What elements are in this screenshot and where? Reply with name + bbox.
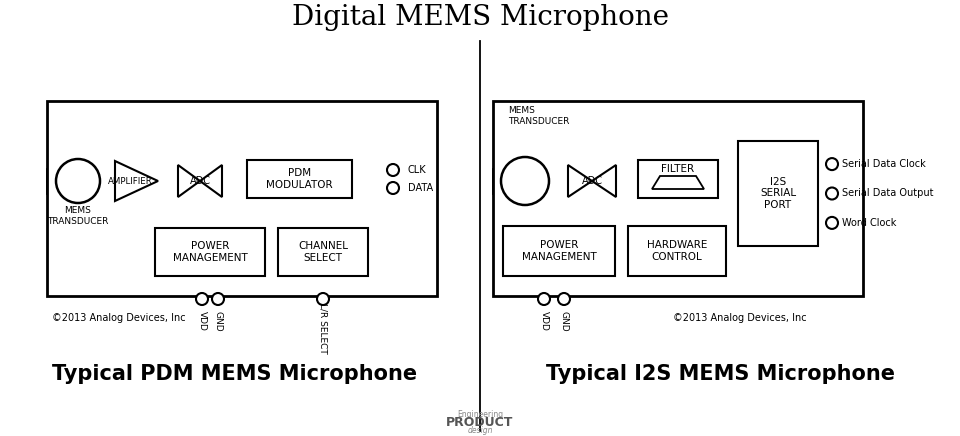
Text: PRODUCT: PRODUCT xyxy=(446,416,514,429)
Bar xyxy=(47,101,437,296)
Circle shape xyxy=(501,157,549,205)
Text: Typical PDM MEMS Microphone: Typical PDM MEMS Microphone xyxy=(53,364,418,384)
Text: L/R SELECT: L/R SELECT xyxy=(319,303,327,353)
Text: FILTER: FILTER xyxy=(661,164,695,174)
Circle shape xyxy=(387,164,399,176)
Bar xyxy=(738,141,818,246)
Circle shape xyxy=(387,182,399,194)
Text: AMPLIFIER: AMPLIFIER xyxy=(108,177,153,185)
Bar xyxy=(628,226,726,276)
Polygon shape xyxy=(652,176,704,189)
Text: Serial Data Clock: Serial Data Clock xyxy=(842,159,925,169)
Text: VDD: VDD xyxy=(198,311,206,331)
Text: HARDWARE
CONTROL: HARDWARE CONTROL xyxy=(647,240,708,262)
Circle shape xyxy=(56,159,100,203)
Circle shape xyxy=(317,293,329,305)
Text: MEMS
TRANSDUCER: MEMS TRANSDUCER xyxy=(47,206,108,226)
Text: design: design xyxy=(468,426,492,435)
Circle shape xyxy=(558,293,570,305)
Polygon shape xyxy=(178,165,222,197)
Text: Digital MEMS Microphone: Digital MEMS Microphone xyxy=(292,4,668,31)
Text: VDD: VDD xyxy=(540,311,548,331)
Text: GND: GND xyxy=(560,311,568,331)
Circle shape xyxy=(826,217,838,229)
Bar xyxy=(155,228,265,276)
Circle shape xyxy=(196,293,208,305)
Polygon shape xyxy=(568,165,616,197)
Text: ©2013 Analog Devices, Inc: ©2013 Analog Devices, Inc xyxy=(673,313,806,323)
Bar xyxy=(638,160,718,198)
Bar xyxy=(503,226,615,276)
Text: ADC: ADC xyxy=(189,176,210,186)
Text: DATA: DATA xyxy=(408,183,433,193)
Circle shape xyxy=(826,158,838,170)
Text: GND: GND xyxy=(213,311,223,331)
Bar xyxy=(493,101,863,296)
Text: ADC: ADC xyxy=(582,176,603,186)
Circle shape xyxy=(826,187,838,200)
Text: CHANNEL
SELECT: CHANNEL SELECT xyxy=(298,241,348,263)
Text: I2S
SERIAL
PORT: I2S SERIAL PORT xyxy=(760,177,796,210)
Text: POWER
MANAGEMENT: POWER MANAGEMENT xyxy=(173,241,248,263)
Circle shape xyxy=(538,293,550,305)
Bar xyxy=(247,160,352,198)
Bar xyxy=(278,228,368,276)
Text: Typical I2S MEMS Microphone: Typical I2S MEMS Microphone xyxy=(545,364,895,384)
Text: CLK: CLK xyxy=(408,165,426,175)
Text: PDM
MODULATOR: PDM MODULATOR xyxy=(266,168,333,190)
Text: Word Clock: Word Clock xyxy=(842,218,897,228)
Text: Serial Data Output: Serial Data Output xyxy=(842,188,933,198)
Text: Engineering: Engineering xyxy=(457,409,503,419)
Text: ©2013 Analog Devices, Inc: ©2013 Analog Devices, Inc xyxy=(52,313,185,323)
Polygon shape xyxy=(115,161,158,201)
Text: POWER
MANAGEMENT: POWER MANAGEMENT xyxy=(521,240,596,262)
Circle shape xyxy=(212,293,224,305)
Text: MEMS
TRANSDUCER: MEMS TRANSDUCER xyxy=(508,106,569,126)
